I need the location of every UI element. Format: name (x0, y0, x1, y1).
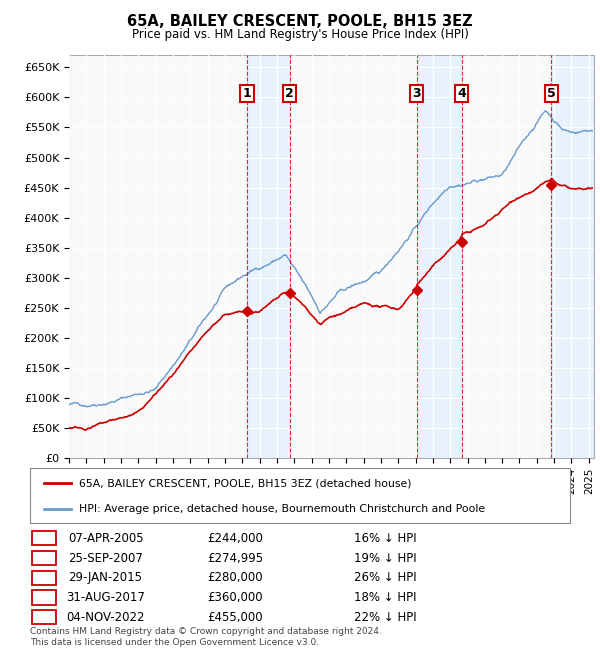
Text: 3: 3 (412, 87, 421, 100)
Text: 4: 4 (40, 591, 48, 604)
Text: 16% ↓ HPI: 16% ↓ HPI (354, 532, 416, 545)
Bar (417, 55, 462, 458)
Text: 1: 1 (40, 532, 48, 545)
FancyBboxPatch shape (32, 590, 56, 605)
Text: 5: 5 (40, 611, 48, 624)
Text: 29-JAN-2015: 29-JAN-2015 (68, 571, 143, 584)
Text: 31-AUG-2017: 31-AUG-2017 (66, 591, 145, 604)
Text: 18% ↓ HPI: 18% ↓ HPI (354, 591, 416, 604)
Text: HPI: Average price, detached house, Bournemouth Christchurch and Poole: HPI: Average price, detached house, Bour… (79, 504, 485, 514)
Text: 19% ↓ HPI: 19% ↓ HPI (354, 552, 416, 565)
Text: 2: 2 (285, 87, 294, 100)
Text: 3: 3 (40, 571, 48, 584)
Text: Contains HM Land Registry data © Crown copyright and database right 2024.
This d: Contains HM Land Registry data © Crown c… (30, 627, 382, 647)
Text: 04-NOV-2022: 04-NOV-2022 (67, 611, 145, 624)
Text: 65A, BAILEY CRESCENT, POOLE, BH15 3EZ: 65A, BAILEY CRESCENT, POOLE, BH15 3EZ (127, 14, 473, 29)
Text: £280,000: £280,000 (208, 571, 263, 584)
Text: £274,995: £274,995 (207, 552, 263, 565)
Text: 1: 1 (242, 87, 251, 100)
FancyBboxPatch shape (545, 85, 558, 102)
Text: £360,000: £360,000 (208, 591, 263, 604)
Text: 07-APR-2005: 07-APR-2005 (68, 532, 143, 545)
Text: 25-SEP-2007: 25-SEP-2007 (68, 552, 143, 565)
Text: Price paid vs. HM Land Registry's House Price Index (HPI): Price paid vs. HM Land Registry's House … (131, 28, 469, 41)
Text: 22% ↓ HPI: 22% ↓ HPI (354, 611, 416, 624)
FancyBboxPatch shape (410, 85, 424, 102)
Bar (247, 55, 290, 458)
Text: 4: 4 (457, 87, 466, 100)
FancyBboxPatch shape (32, 551, 56, 566)
FancyBboxPatch shape (32, 610, 56, 625)
Text: 5: 5 (547, 87, 556, 100)
FancyBboxPatch shape (32, 571, 56, 585)
Text: £244,000: £244,000 (207, 532, 263, 545)
FancyBboxPatch shape (455, 85, 469, 102)
Text: £455,000: £455,000 (208, 611, 263, 624)
Bar (551, 55, 594, 458)
FancyBboxPatch shape (283, 85, 296, 102)
Text: 65A, BAILEY CRESCENT, POOLE, BH15 3EZ (detached house): 65A, BAILEY CRESCENT, POOLE, BH15 3EZ (d… (79, 478, 411, 488)
Text: 26% ↓ HPI: 26% ↓ HPI (354, 571, 416, 584)
FancyBboxPatch shape (30, 468, 570, 523)
Text: 2: 2 (40, 552, 48, 565)
FancyBboxPatch shape (241, 85, 254, 102)
FancyBboxPatch shape (32, 531, 56, 545)
